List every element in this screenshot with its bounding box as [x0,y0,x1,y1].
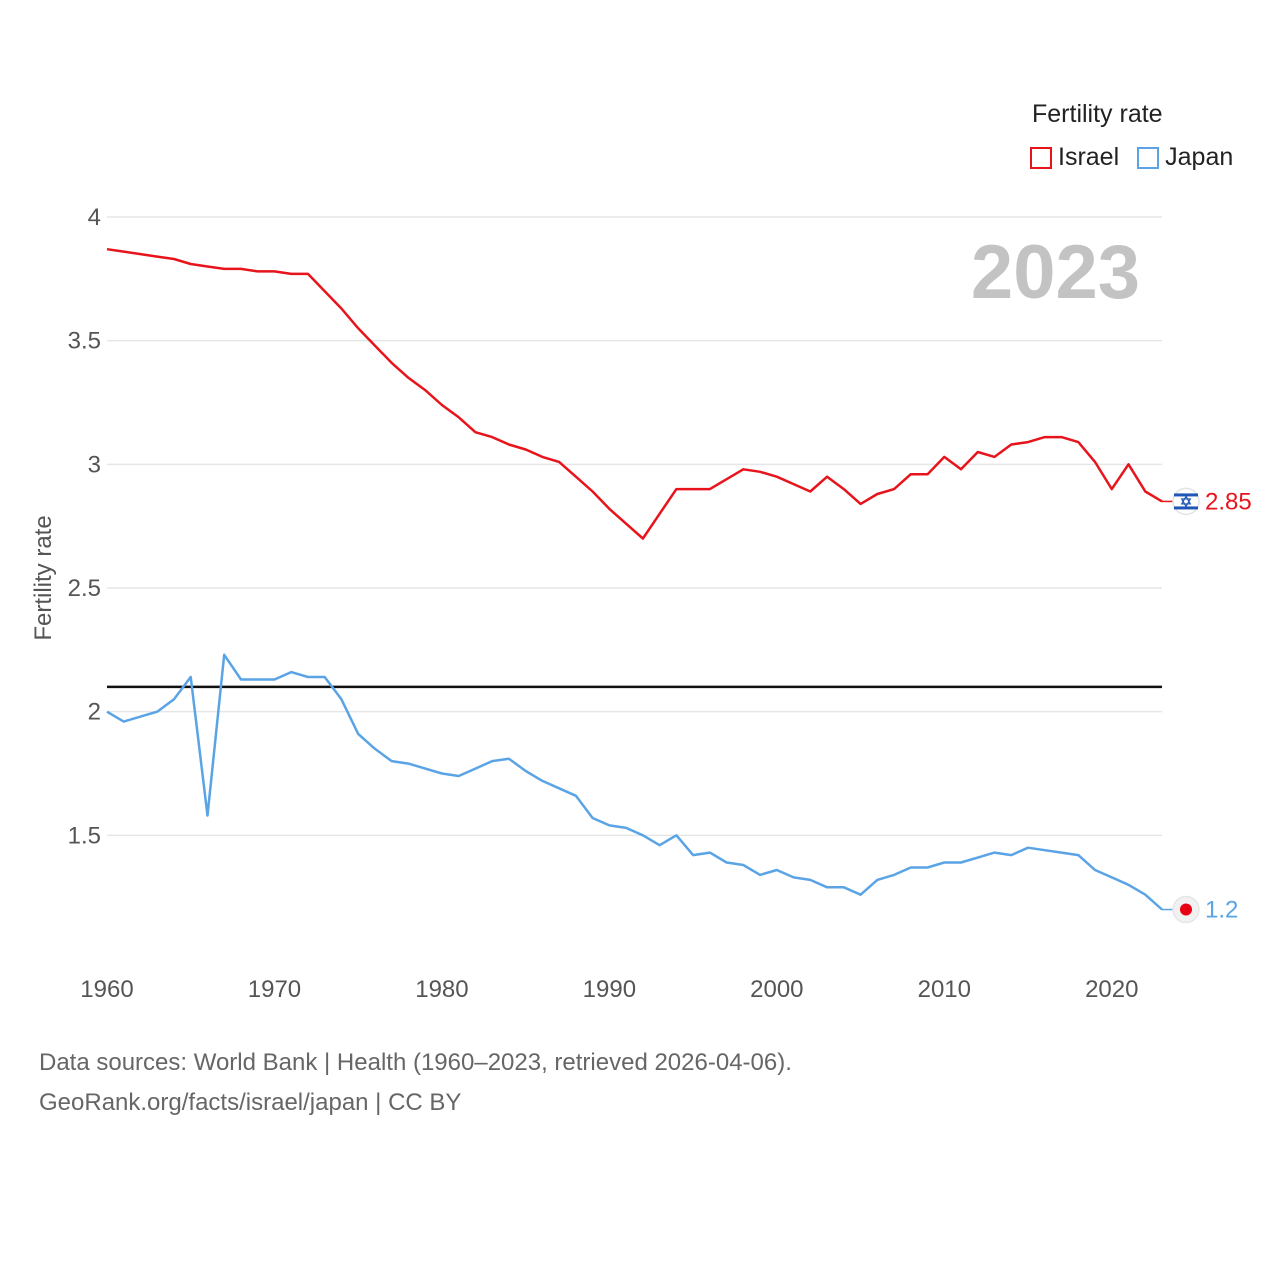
y-tick-label-3: 3 [88,451,101,478]
grid-lines [107,216,1162,837]
legend-item-israel[interactable]: Israel [1030,143,1119,172]
y-tick-label-2.5: 2.5 [68,575,101,602]
star-triangle-up [1180,495,1192,505]
y-axis-label: Fertility rate [30,515,57,640]
y-tick-label-3.5: 3.5 [68,328,101,355]
y-tick-label-1.5: 1.5 [68,822,101,849]
x-tick-label-2020: 2020 [1085,976,1138,1003]
footer-link[interactable]: GeoRank.org/facts/israel/japan | CC BY [39,1089,462,1116]
legend-swatch-israel [1030,146,1052,169]
legend: Israel Japan [1030,143,1233,172]
flag-stripe-top [1174,493,1198,497]
end-value-label-israel: 2.85 [1205,488,1252,515]
x-tick-label-1960: 1960 [80,976,133,1003]
legend-item-japan[interactable]: Japan [1137,143,1233,172]
series-line-israel [106,247,1163,540]
star-triangle-down [1180,498,1192,508]
japan-flag-icon [1172,895,1200,924]
y-tick-label-4: 4 [88,204,101,231]
legend-label-israel: Israel [1058,143,1120,171]
x-tick-label-1970: 1970 [248,976,301,1003]
legend-label-japan: Japan [1165,143,1234,171]
x-tick-label-2000: 2000 [750,976,803,1003]
footer-sources: Data sources: World Bank | Health (1960–… [39,1049,792,1076]
series-lines [106,247,1163,911]
y-axis-ticks: 1.5 2 2.5 3 3.5 4 [68,204,101,849]
x-tick-label-1980: 1980 [415,976,468,1003]
legend-swatch-japan [1137,146,1160,169]
end-value-label-japan: 1.2 [1205,897,1238,924]
year-watermark: 2023 [971,230,1140,315]
israel-flag-icon [1172,487,1200,516]
flag-stripe-bottom [1174,506,1198,510]
x-axis-ticks: 1960 1970 1980 1990 2000 2010 2020 [80,976,1138,1003]
legend-title: Fertility rate [1032,100,1163,128]
y-tick-label-2: 2 [88,699,101,726]
end-markers: 2.85 1.2 [1162,487,1252,924]
series-line-japan [106,653,1163,911]
x-tick-label-1990: 1990 [583,976,636,1003]
flag-sun [1180,903,1192,916]
flag-background [1172,487,1200,516]
footer: Data sources: World Bank | Health (1960–… [39,1043,792,1123]
x-tick-label-2010: 2010 [918,976,971,1003]
